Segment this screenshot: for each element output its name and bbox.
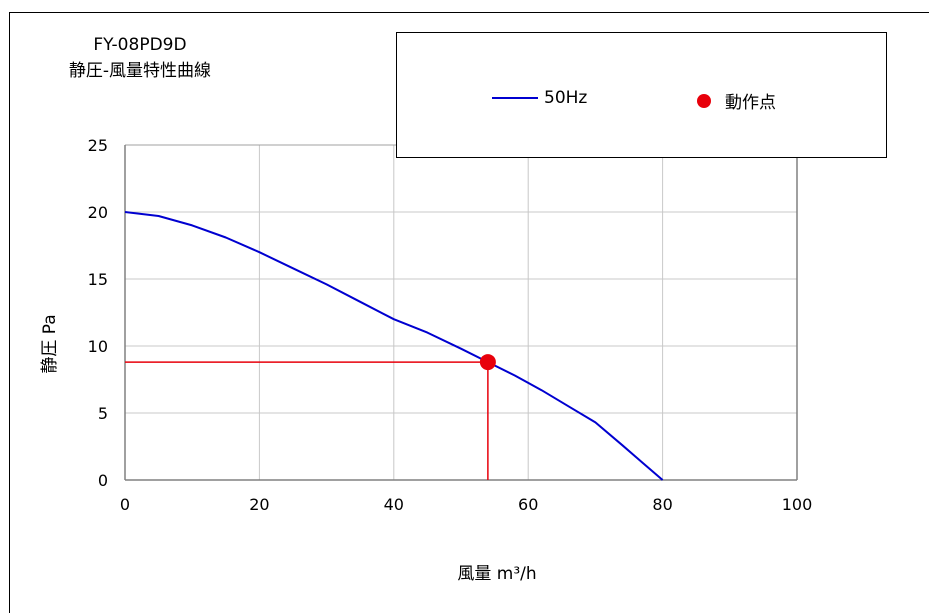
chart-title: FY-08PD9D [93, 35, 187, 55]
x-tick-label: 40 [384, 495, 404, 514]
y-tick-label: 0 [98, 471, 108, 490]
legend-dot-swatch [697, 93, 711, 108]
axes [124, 144, 798, 481]
chart-subtitle: 静圧-風量特性曲線 [68, 61, 212, 81]
series-line-50hz [124, 211, 664, 481]
x-tick-label: 0 [120, 495, 130, 514]
grid [125, 145, 797, 480]
y-tick-label: 20 [88, 203, 108, 222]
legend-line-swatch [492, 97, 538, 99]
y-tick-label: 25 [88, 136, 108, 155]
y-tick-label: 5 [98, 404, 108, 423]
x-tick-label: 20 [249, 495, 269, 514]
legend-item-50hz: 50Hz [492, 88, 587, 108]
x-tick-label: 100 [782, 495, 813, 514]
legend-label-operating-point: 動作点 [725, 93, 776, 113]
operating-point-layer [479, 354, 496, 371]
operating-point-guides [125, 361, 489, 480]
x-tick-label: 60 [518, 495, 538, 514]
y-tick-label: 15 [88, 270, 108, 289]
legend-item-operating-point: 動作点 [697, 88, 776, 113]
series-layer [124, 211, 664, 481]
legend-label-50hz: 50Hz [544, 88, 588, 108]
operating-point-marker [479, 354, 496, 371]
x-tick-label: 80 [652, 495, 672, 514]
chart-border [9, 12, 929, 613]
legend: 50Hz 動作点 [396, 32, 887, 158]
y-axis-label: 静圧 Pa [40, 314, 60, 373]
y-tick-label: 10 [88, 337, 108, 356]
chart-title-block: FY-08PD9D 静圧-風量特性曲線 [40, 32, 240, 84]
x-axis-label: 風量 m³/h [457, 564, 536, 584]
tick-labels: 0 20 40 60 80 100 0 5 10 15 20 25 [88, 136, 813, 514]
